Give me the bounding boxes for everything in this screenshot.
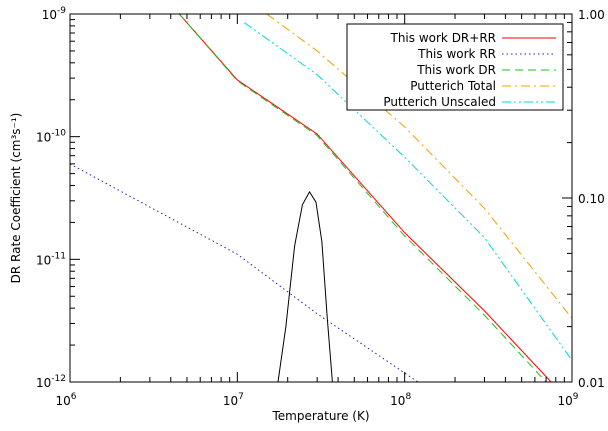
series-layer — [70, 14, 572, 382]
y-tick-label: 10-12 — [36, 374, 66, 390]
y-tick-exponent: -9 — [57, 6, 66, 16]
series-line-2 — [70, 163, 419, 382]
x-tick-label: 109 — [557, 392, 578, 408]
y-tick-exponent: -10 — [51, 129, 66, 139]
legend-label-2: This work RR — [417, 47, 496, 61]
y-tick-exponent: -12 — [51, 374, 66, 384]
y-tick-base: 10 — [42, 8, 57, 22]
y-tick-label: 10-11 — [36, 251, 66, 267]
tick-labels: 106 107 108 10910-1210-1110-1010-90.010.101… — [36, 6, 605, 408]
y-tick-exponent: -11 — [51, 251, 66, 261]
y-tick-base: 10 — [36, 253, 51, 267]
x-tick-base: 10 — [55, 394, 70, 408]
legend-label-4: Putterich Total — [410, 79, 496, 93]
x-tick-exponent: 8 — [405, 392, 411, 402]
x-tick-base: 10 — [390, 394, 405, 408]
x-tick-label: 108 — [390, 392, 411, 408]
y-tick-label: 10-10 — [36, 129, 66, 145]
x-tick-label: 106 — [55, 392, 76, 408]
axis-ticks — [69, 13, 573, 383]
legend-label-3: This work DR — [416, 63, 496, 77]
x-tick-base: 10 — [223, 394, 238, 408]
x-tick-exponent: 7 — [238, 392, 244, 402]
x-axis-title: Temperature (K) — [271, 409, 369, 423]
y2-tick-label: 1.00 — [578, 8, 605, 22]
y-axis-title: DR Rate Coefficient (cm³s⁻¹) — [9, 113, 23, 284]
temperature-distribution-curve — [277, 190, 333, 382]
y2-tick-label: 0.01 — [578, 376, 605, 390]
series-line-3 — [178, 14, 547, 382]
x-tick-exponent: 9 — [573, 392, 579, 402]
series-line-4 — [266, 14, 572, 319]
series-line-1 — [178, 14, 552, 382]
legend-label-5: Putterich Unscaled — [383, 95, 496, 109]
y-tick-label: 10-9 — [42, 6, 67, 22]
x-tick-exponent: 6 — [71, 392, 77, 402]
legend: This work DR+RR This work RR This work DR P… — [346, 23, 564, 111]
y-tick-base: 10 — [36, 131, 51, 145]
y-tick-base: 10 — [36, 376, 51, 390]
legend-label-1: This work DR+RR — [390, 31, 497, 45]
y2-tick-label: 0.10 — [578, 192, 605, 206]
x-tick-label: 107 — [223, 392, 244, 408]
x-tick-base: 10 — [557, 394, 572, 408]
